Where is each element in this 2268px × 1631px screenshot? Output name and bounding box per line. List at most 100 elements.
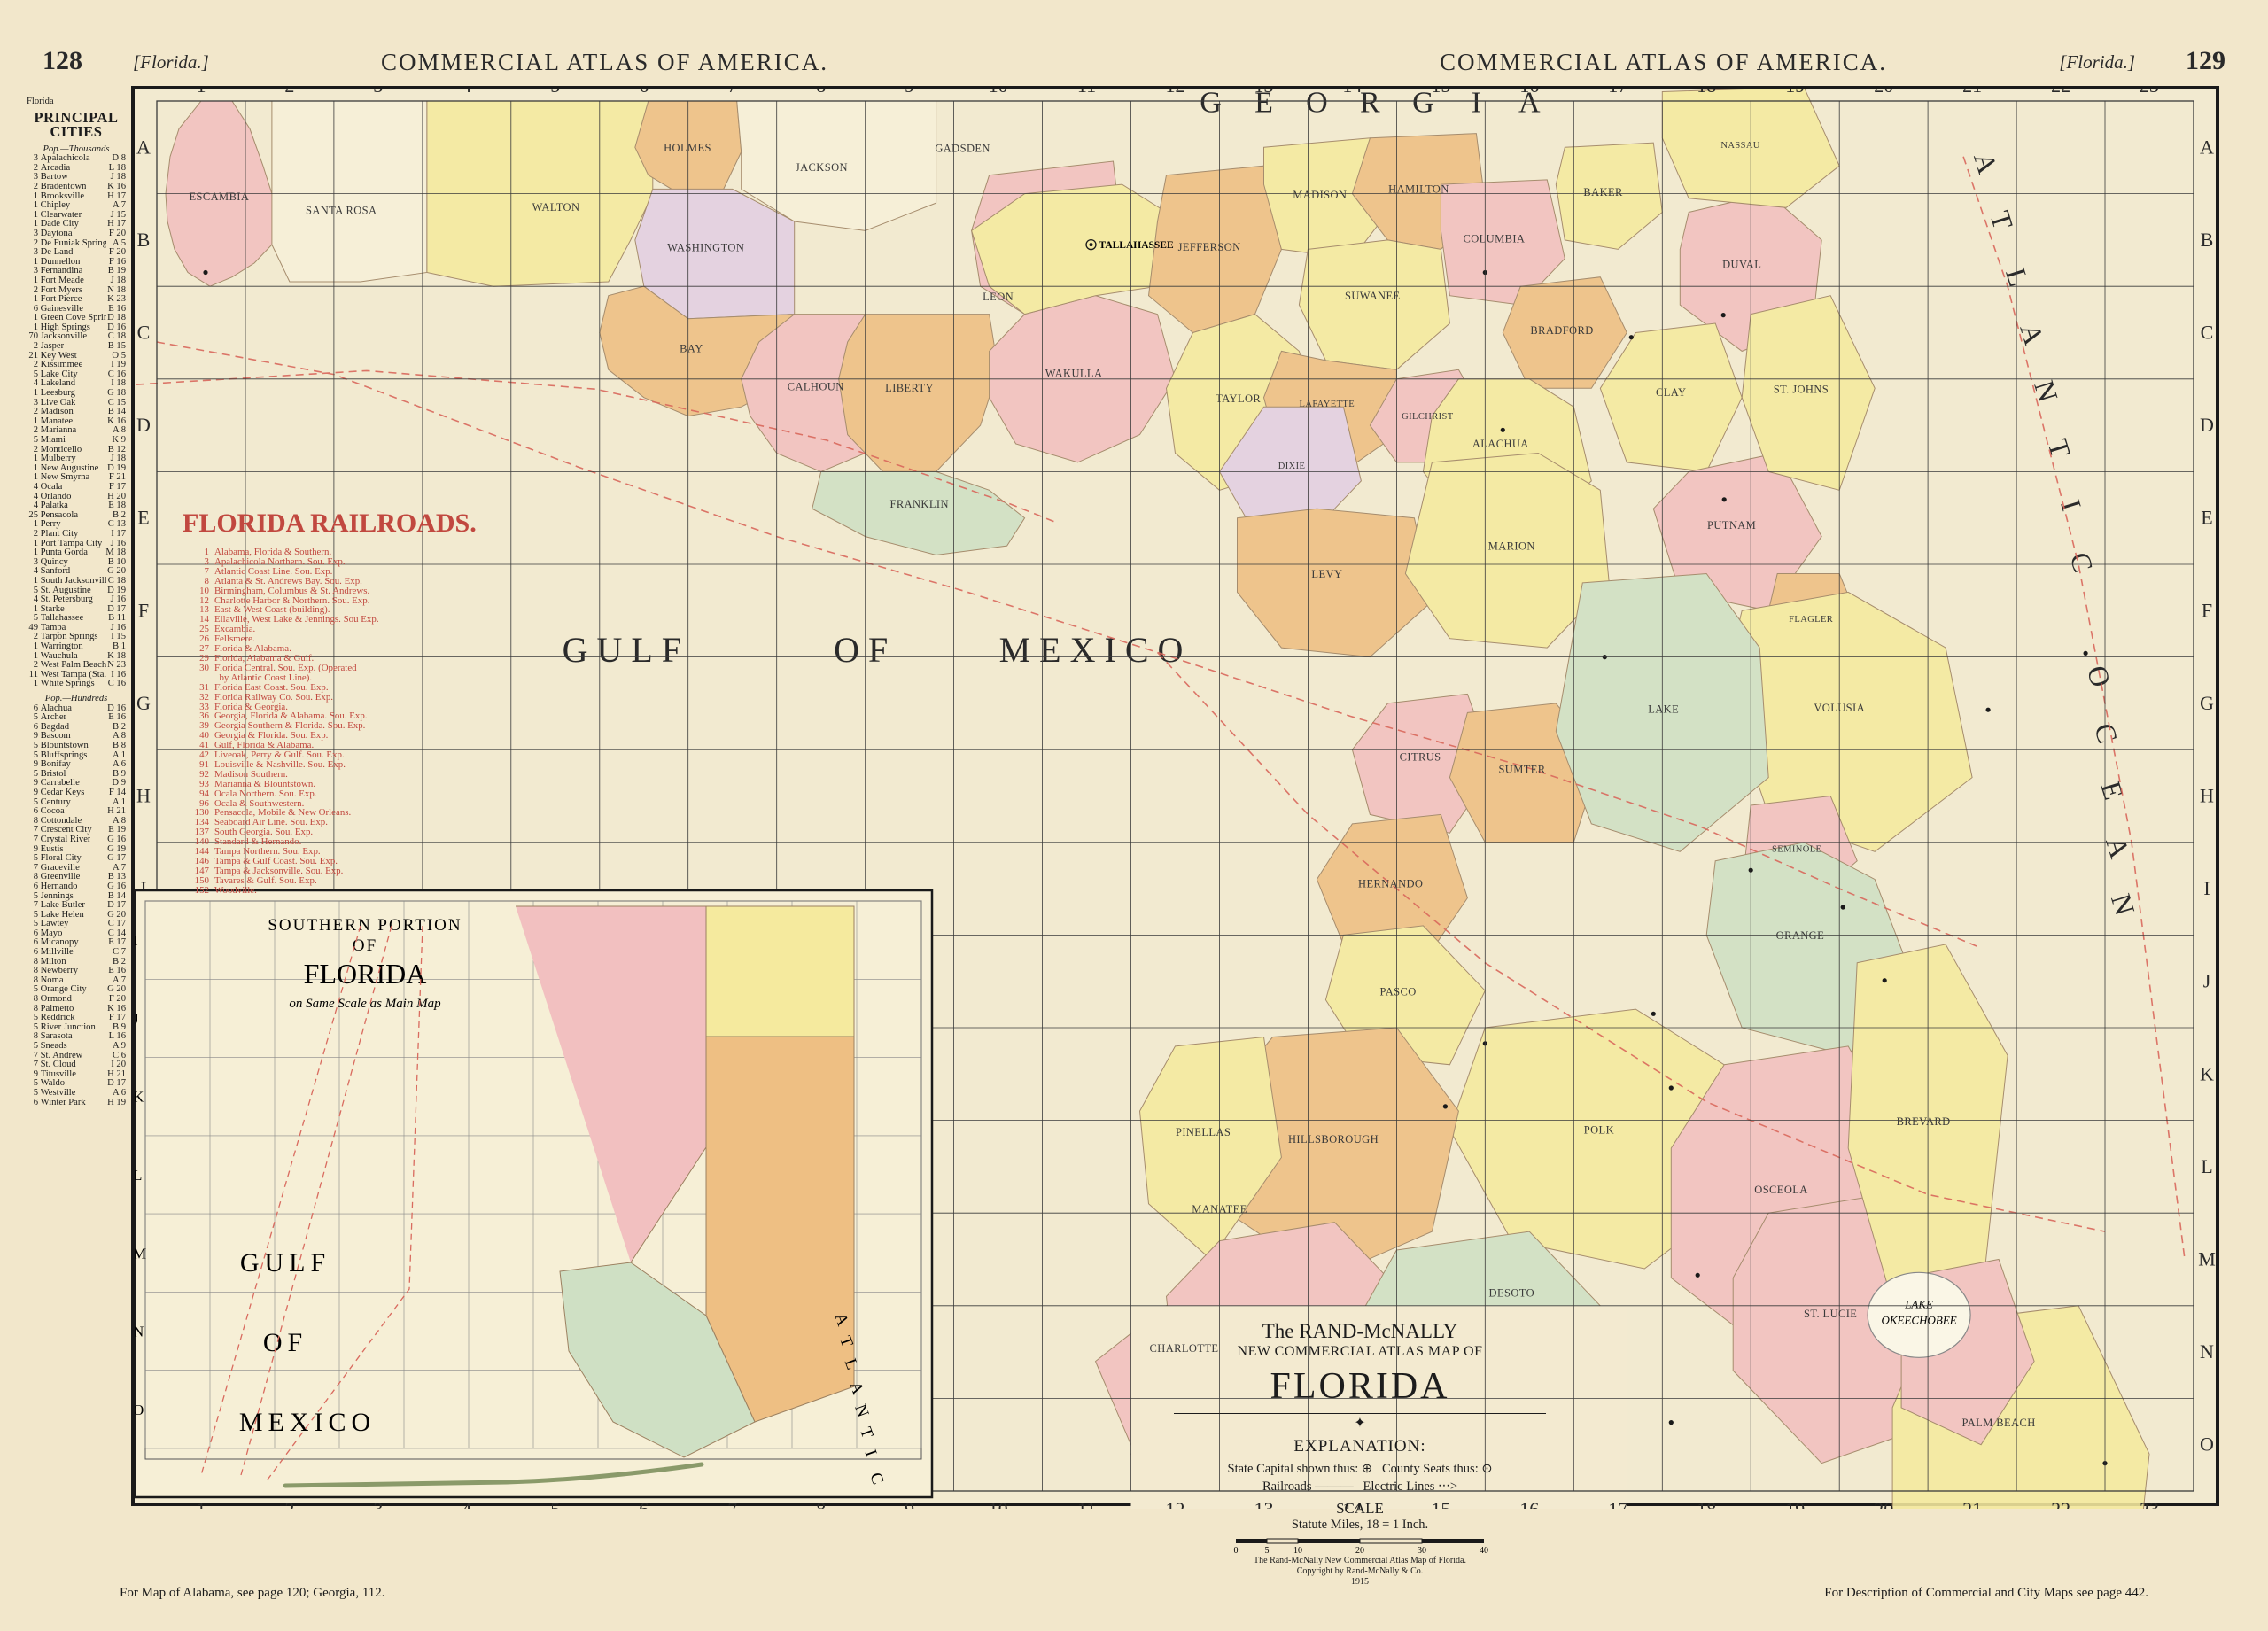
svg-text:F: F (138, 599, 149, 621)
svg-text:9: 9 (905, 1498, 914, 1509)
svg-text:NASSAU: NASSAU (1720, 141, 1759, 151)
svg-text:JACKSON: JACKSON (796, 161, 848, 174)
svg-text:SANTA ROSA: SANTA ROSA (306, 204, 377, 216)
svg-text:WALTON: WALTON (532, 201, 580, 214)
svg-text:N: N (2105, 889, 2141, 919)
svg-text:5: 5 (1265, 1546, 1270, 1555)
svg-text:MEXICO: MEXICO (999, 630, 1192, 670)
svg-text:K: K (2200, 1062, 2214, 1084)
svg-text:HERNANDO: HERNANDO (1358, 877, 1423, 889)
svg-text:H: H (136, 785, 151, 807)
svg-text:ST. JOHNS: ST. JOHNS (1774, 384, 1829, 396)
svg-text:BRADFORD: BRADFORD (1530, 324, 1593, 337)
svg-text:I: I (2054, 496, 2088, 515)
svg-text:G: G (2200, 692, 2214, 714)
svg-text:OKEECHOBEE: OKEECHOBEE (1881, 1313, 1956, 1326)
svg-text:SEMINOLE: SEMINOLE (1772, 844, 1821, 854)
svg-text:8: 8 (816, 1498, 826, 1509)
svg-text:N: N (2028, 377, 2064, 406)
svg-text:40: 40 (1480, 1546, 1488, 1555)
svg-text:COLUMBIA: COLUMBIA (1463, 233, 1525, 245)
svg-text:18: 18 (1697, 89, 1716, 97)
svg-text:R: R (1360, 89, 1380, 120)
svg-text:E: E (137, 507, 149, 529)
svg-text:OF: OF (263, 1328, 307, 1357)
svg-text:I: I (135, 932, 138, 949)
svg-text:11: 11 (1077, 89, 1096, 97)
svg-text:23: 23 (2140, 1498, 2159, 1509)
svg-text:B: B (137, 229, 151, 251)
svg-text:19: 19 (1785, 89, 1805, 97)
svg-text:LEON: LEON (983, 291, 1014, 303)
svg-text:L: L (135, 1167, 142, 1184)
svg-text:MARION: MARION (1488, 540, 1535, 553)
svg-text:5: 5 (550, 1498, 560, 1509)
svg-text:N: N (2200, 1340, 2214, 1363)
svg-text:J: J (135, 1010, 139, 1027)
svg-text:GULF: GULF (240, 1248, 330, 1278)
svg-text:MEXICO: MEXICO (239, 1408, 376, 1437)
svg-text:18: 18 (1697, 1498, 1716, 1509)
svg-text:G: G (136, 692, 151, 714)
svg-text:13: 13 (1254, 89, 1274, 97)
svg-text:C: C (137, 322, 151, 344)
svg-text:CLAY: CLAY (1656, 386, 1686, 399)
svg-text:CALHOUN: CALHOUN (788, 380, 844, 392)
svg-text:LAKE: LAKE (1904, 1297, 1933, 1310)
svg-text:30: 30 (1418, 1546, 1426, 1555)
svg-text:J: J (2203, 970, 2211, 992)
svg-text:I: I (1472, 89, 1481, 120)
svg-text:14: 14 (1342, 89, 1362, 97)
svg-text:C: C (2088, 719, 2124, 747)
svg-text:GILCHRIST: GILCHRIST (1402, 412, 1454, 422)
svg-text:FLORIDA: FLORIDA (304, 958, 427, 990)
svg-text:A: A (1968, 149, 2004, 178)
svg-text:23: 23 (2140, 89, 2159, 97)
svg-text:5: 5 (550, 89, 560, 97)
svg-text:B: B (2201, 229, 2214, 251)
svg-text:on Same Scale as Main Map: on Same Scale as Main Map (289, 997, 441, 1011)
svg-text:21: 21 (1962, 89, 1982, 97)
svg-text:LIBERTY: LIBERTY (885, 382, 934, 394)
svg-text:8: 8 (816, 89, 826, 97)
svg-text:A: A (136, 136, 151, 158)
svg-text:FLAGLER: FLAGLER (1789, 615, 1833, 625)
svg-text:SOUTHERN PORTION: SOUTHERN PORTION (268, 916, 462, 935)
svg-text:H: H (2200, 785, 2214, 807)
svg-text:T: T (1984, 207, 2019, 234)
svg-text:HILLSBOROUGH: HILLSBOROUGH (1288, 1133, 1379, 1146)
svg-text:POLK: POLK (1584, 1124, 1614, 1137)
svg-text:TAYLOR: TAYLOR (1216, 392, 1261, 405)
svg-text:L: L (2201, 1155, 2212, 1177)
svg-text:GADSDEN: GADSDEN (935, 143, 990, 155)
svg-text:PASCO: PASCO (1380, 985, 1417, 998)
svg-text:7: 7 (727, 89, 737, 97)
svg-text:16: 16 (1519, 89, 1539, 97)
svg-text:M: M (135, 1245, 146, 1262)
svg-text:DESOTO: DESOTO (1489, 1286, 1534, 1299)
svg-text:FRANKLIN: FRANKLIN (889, 498, 948, 510)
svg-text:6: 6 (639, 89, 649, 97)
svg-text:A: A (2200, 136, 2214, 158)
svg-text:LAKE: LAKE (1648, 703, 1679, 715)
svg-text:G: G (1200, 89, 1222, 120)
svg-text:I: I (2203, 877, 2210, 899)
svg-text:10: 10 (989, 89, 1008, 97)
svg-text:2: 2 (284, 89, 294, 97)
svg-text:PUTNAM: PUTNAM (1707, 519, 1756, 532)
svg-text:20: 20 (1874, 1498, 1893, 1509)
svg-text:3: 3 (373, 1498, 383, 1509)
svg-text:E: E (2201, 507, 2212, 529)
svg-text:1: 1 (197, 1498, 206, 1509)
svg-text:M: M (2198, 1248, 2216, 1270)
svg-text:D: D (2200, 414, 2214, 436)
svg-text:15: 15 (1431, 89, 1450, 97)
svg-text:OSCEOLA: OSCEOLA (1754, 1184, 1807, 1196)
svg-text:F: F (2202, 599, 2212, 621)
svg-text:4: 4 (462, 1498, 471, 1509)
svg-text:17: 17 (1608, 1498, 1627, 1509)
svg-text:17: 17 (1608, 89, 1627, 97)
svg-text:PINELLAS: PINELLAS (1176, 1126, 1231, 1138)
svg-text:12: 12 (1166, 89, 1185, 97)
svg-text:3: 3 (373, 89, 383, 97)
